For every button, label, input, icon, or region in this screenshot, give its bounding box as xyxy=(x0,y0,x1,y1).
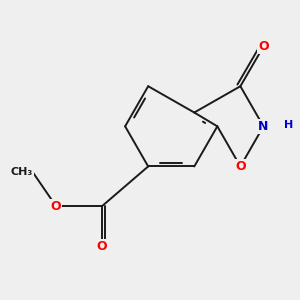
Text: O: O xyxy=(97,240,107,253)
Text: H: H xyxy=(284,120,293,130)
Text: O: O xyxy=(258,40,269,53)
Text: O: O xyxy=(51,200,61,213)
Text: CH₃: CH₃ xyxy=(11,167,33,177)
Text: O: O xyxy=(235,160,246,173)
Text: N: N xyxy=(258,120,268,133)
